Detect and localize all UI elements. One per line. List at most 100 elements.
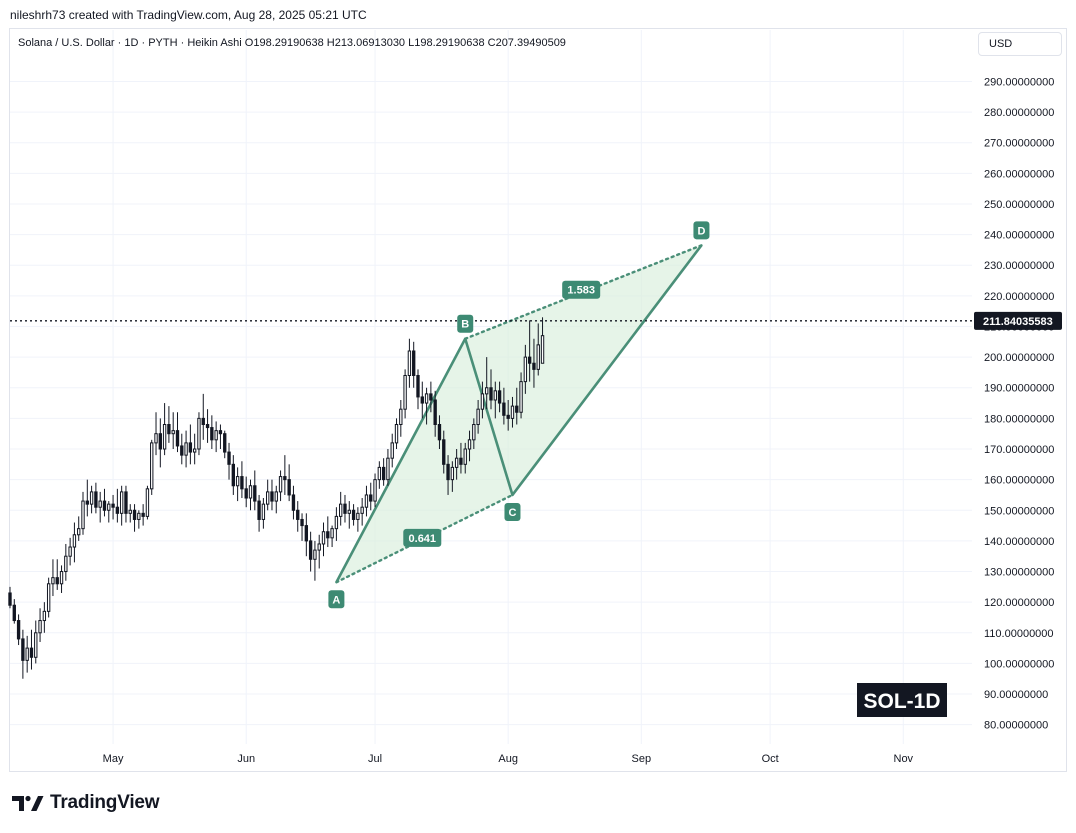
candle-body <box>412 350 416 376</box>
candle-body <box>300 518 304 527</box>
candle <box>218 424 223 450</box>
candle <box>497 381 502 413</box>
point-label-bg <box>504 502 521 521</box>
candle-body <box>244 488 248 499</box>
x-tick-label: Oct <box>762 753 779 765</box>
candle <box>437 415 442 450</box>
candle <box>339 491 343 526</box>
candle <box>55 559 59 590</box>
candle <box>124 485 128 523</box>
candle-body <box>394 424 399 444</box>
candle-body <box>373 479 377 502</box>
candle-body <box>364 494 369 508</box>
candle <box>171 412 175 450</box>
x-tick-label: Jun <box>237 753 255 765</box>
y-tick-label: 110.00000000 <box>984 628 1054 640</box>
candle <box>231 455 236 495</box>
candle <box>42 602 47 633</box>
candle <box>351 504 356 526</box>
candle-body <box>162 424 167 450</box>
candle-body <box>34 632 38 658</box>
candle-body <box>270 491 274 502</box>
candle-body <box>102 500 107 511</box>
candle-body <box>506 414 510 419</box>
candle-body <box>532 362 536 370</box>
candle-body <box>12 604 16 622</box>
candle-body <box>399 408 403 426</box>
candle-body <box>240 476 244 490</box>
candle-body <box>274 491 278 502</box>
candle <box>119 485 124 526</box>
y-tick-label: 200.00000000 <box>984 352 1054 364</box>
candle-body <box>98 500 102 508</box>
y-tick-label: 80.00000000 <box>984 720 1048 732</box>
candle-body <box>480 393 485 410</box>
candle <box>137 510 141 529</box>
candle <box>111 494 115 520</box>
candle <box>158 418 162 468</box>
candle <box>167 406 171 443</box>
candle-body <box>150 442 154 490</box>
candle <box>506 400 510 431</box>
candle-body <box>454 457 459 468</box>
candle-body <box>343 503 347 514</box>
candle-body <box>210 427 214 441</box>
candle <box>540 317 545 364</box>
y-tick-label: 260.00000000 <box>984 168 1054 180</box>
candle <box>188 424 193 465</box>
y-tick-label: 280.00000000 <box>984 107 1054 119</box>
candle <box>420 381 424 419</box>
candle-body <box>467 439 472 450</box>
candle-body <box>356 512 360 520</box>
candle-body <box>115 506 120 514</box>
candle-body <box>403 374 407 410</box>
candle-body <box>107 503 111 511</box>
candle <box>240 461 244 499</box>
candle-body <box>180 445 184 456</box>
x-tick-label: Nov <box>894 753 914 765</box>
y-tick-label: 100.00000000 <box>984 658 1054 670</box>
candle <box>493 381 497 419</box>
y-tick-label: 250.00000000 <box>984 199 1054 211</box>
pattern-labels: 211.84035583 A B C D 0.641 1.583 SOL-1D <box>10 221 1062 717</box>
candle-body <box>175 430 180 447</box>
candle <box>72 522 77 563</box>
candle <box>515 387 519 425</box>
candle <box>412 341 416 388</box>
candle-body <box>291 494 296 511</box>
candle <box>38 608 42 642</box>
y-tick-label: 90.00000000 <box>984 689 1048 701</box>
candle-body <box>59 571 64 585</box>
candle-body <box>424 393 429 404</box>
candle-body <box>192 448 197 453</box>
candle-body <box>283 476 287 481</box>
candle <box>356 507 360 532</box>
candle-body <box>330 528 334 539</box>
y-tick-label: 160.00000000 <box>984 475 1054 487</box>
candle-body <box>429 393 433 401</box>
candle-body <box>68 546 72 557</box>
candle <box>201 393 205 440</box>
candle-body <box>377 466 382 481</box>
candle <box>476 400 480 434</box>
candle <box>145 485 150 520</box>
candle <box>25 635 29 673</box>
candle-body <box>128 509 132 514</box>
candle <box>326 516 330 548</box>
candle <box>527 320 532 382</box>
candle <box>450 461 455 492</box>
candle <box>257 494 261 532</box>
candle-body <box>119 491 124 514</box>
candle <box>248 479 253 511</box>
currency-button[interactable]: USD <box>978 32 1062 56</box>
candle <box>472 418 476 450</box>
candle <box>184 430 188 468</box>
candle <box>330 525 334 548</box>
candle <box>364 485 369 517</box>
candle-body <box>326 531 330 539</box>
candle <box>519 372 523 419</box>
candle <box>197 412 201 456</box>
symbol-badge: SOL-1D <box>863 690 940 713</box>
y-tick-label: 270.00000000 <box>984 138 1054 150</box>
